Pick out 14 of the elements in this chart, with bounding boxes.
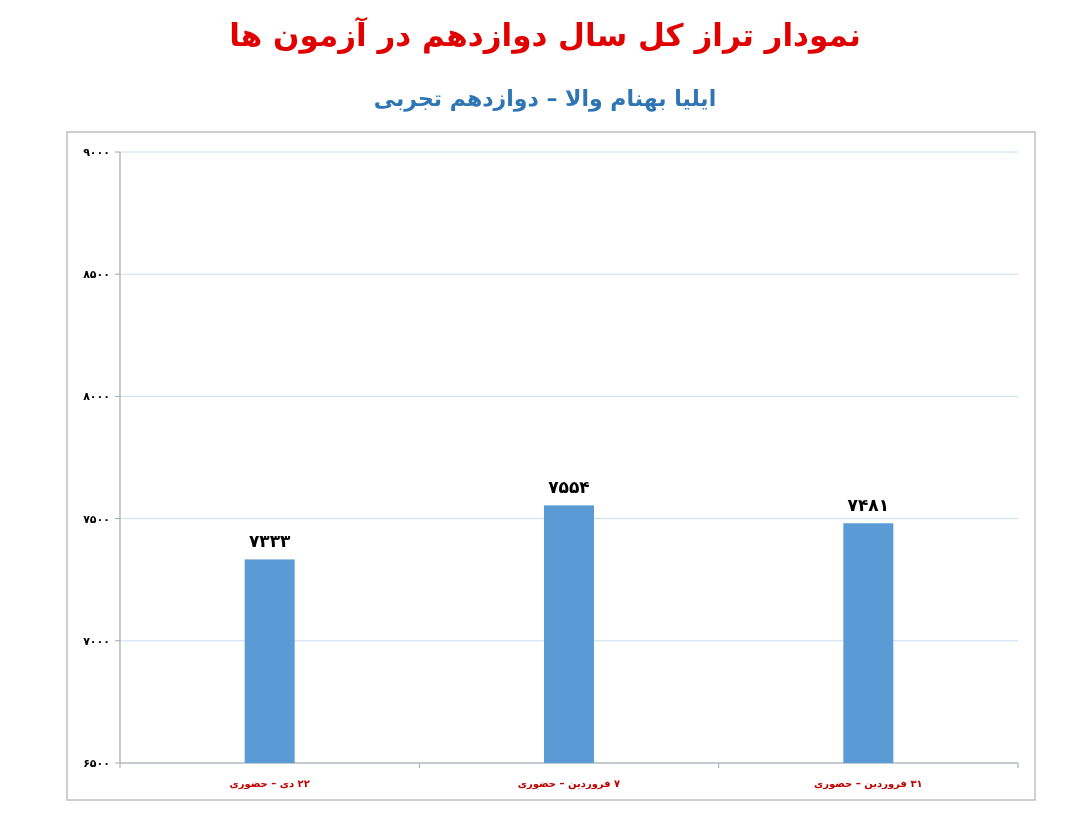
chart-title: نمودار تراز کل سال دوازدهم در آزمون ها <box>229 16 861 54</box>
x-tick-label: ۲۲ دی – حضوری <box>229 778 310 790</box>
y-tick-label: ۷۰۰۰ <box>83 634 110 648</box>
data-label: ۷۴۸۱ <box>847 495 890 516</box>
y-tick-label: ۷۵۰۰ <box>83 512 110 526</box>
x-tick-label: ۷ فروردین – حضوری <box>517 778 621 790</box>
chart-subtitle: ایلیا بهنام والا – دوازدهم تجربی <box>373 86 717 112</box>
data-label: ۷۵۵۴ <box>548 477 590 498</box>
data-label: ۷۳۳۳ <box>248 531 292 552</box>
y-tick-label: ۹۰۰۰ <box>83 146 110 159</box>
y-tick-label: ۸۰۰۰ <box>83 390 110 404</box>
x-tick-label: ۳۱ فروردین – حضوری <box>814 778 923 790</box>
y-tick-label: ۶۵۰۰ <box>83 757 110 770</box>
y-tick-label: ۸۵۰۰ <box>83 268 110 282</box>
